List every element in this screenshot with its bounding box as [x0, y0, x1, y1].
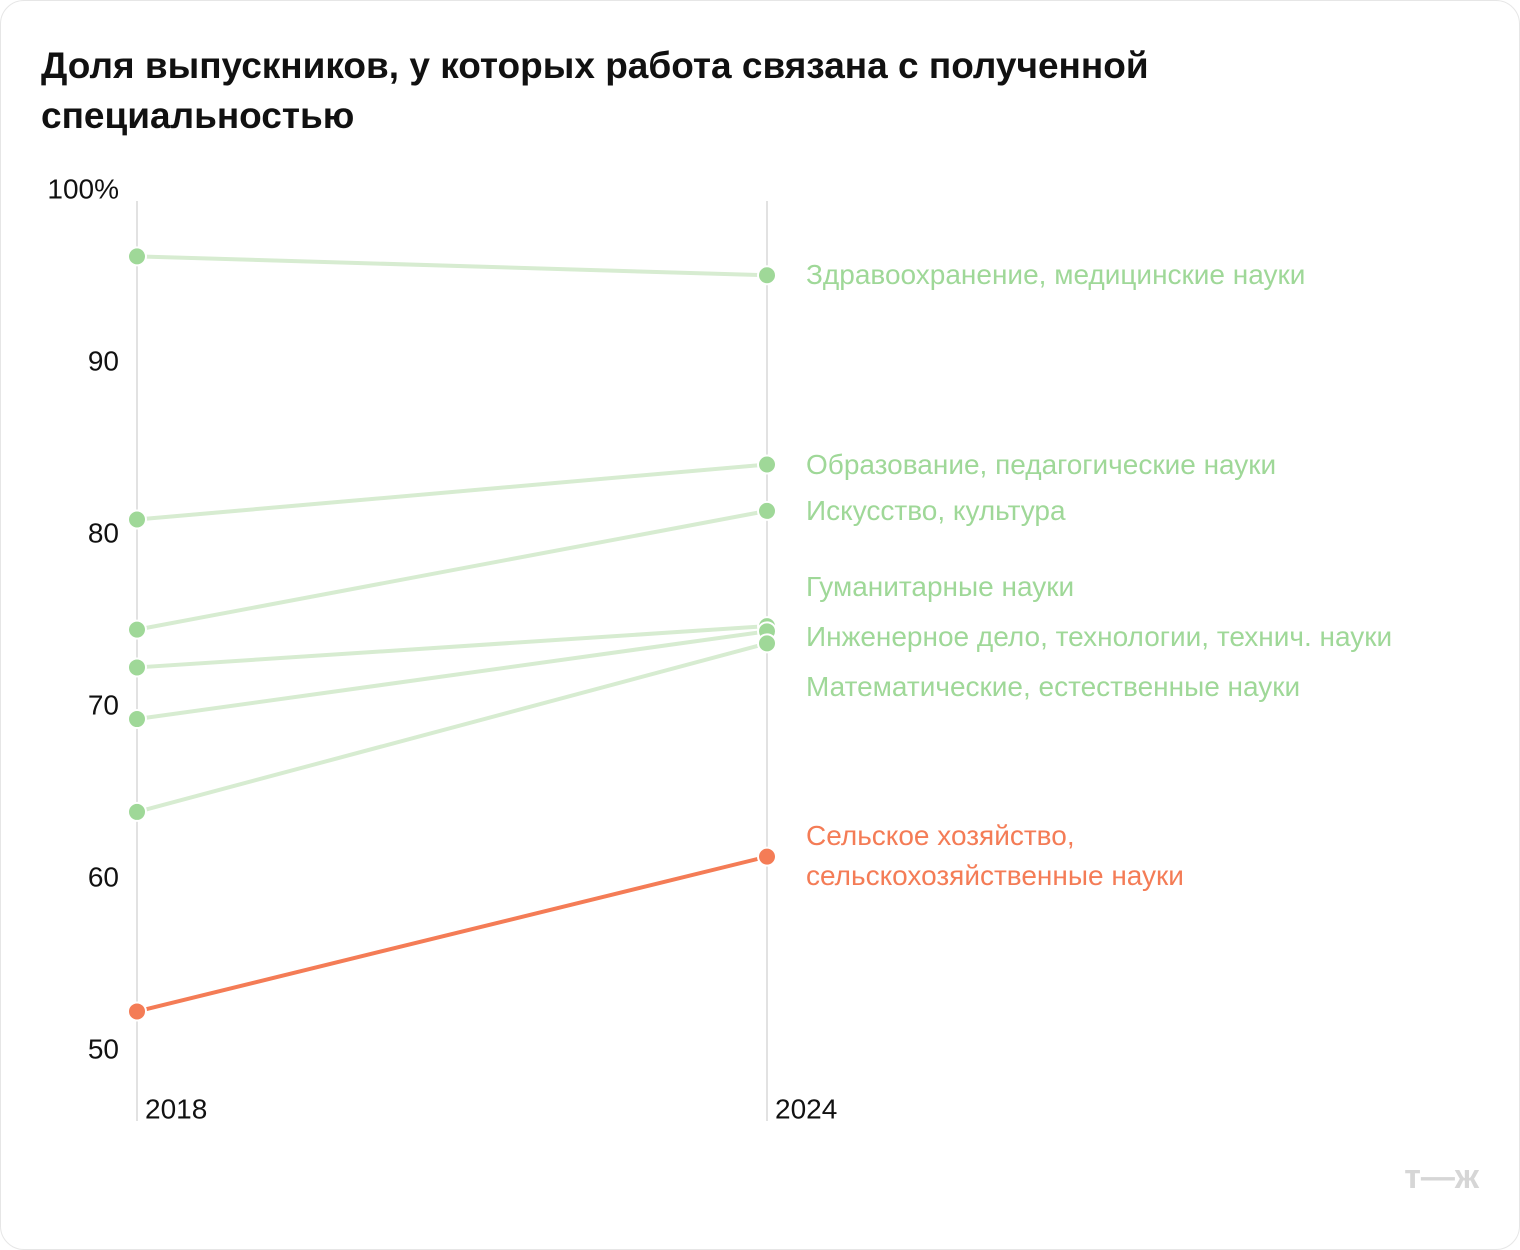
point — [757, 633, 777, 654]
point — [127, 657, 147, 678]
y-tick-label: 90 — [88, 345, 119, 376]
point — [127, 246, 147, 267]
slope-line — [136, 254, 768, 278]
series-label: Здравоохранение, медицинские науки — [806, 259, 1306, 290]
y-tick-label: 70 — [88, 689, 119, 720]
slope-line — [136, 508, 768, 632]
point — [127, 509, 147, 530]
x-tick-label: 2018 — [145, 1093, 207, 1124]
slope-line — [136, 462, 768, 522]
series-label: Образование, педагогические науки — [806, 449, 1277, 480]
slope-line — [136, 854, 768, 1014]
point — [757, 265, 777, 286]
series-label: Искусство, культура — [806, 495, 1066, 526]
y-tick-label: 100% — [47, 173, 119, 204]
series-label: Математические, естественные науки — [806, 671, 1301, 702]
point — [127, 1001, 147, 1022]
slope-line — [136, 641, 768, 814]
y-tick-label: 60 — [88, 861, 119, 892]
point — [127, 709, 147, 730]
point — [127, 619, 147, 640]
x-tick-label: 2024 — [775, 1093, 837, 1124]
series-label: Инженерное дело, технологии, технич. нау… — [806, 621, 1393, 652]
point — [127, 801, 147, 822]
y-tick-label: 80 — [88, 517, 119, 548]
point — [757, 846, 777, 867]
y-tick-label: 50 — [88, 1033, 119, 1064]
point — [757, 500, 777, 521]
series-label: Сельское хозяйство, сельскохозяйственные… — [806, 820, 1184, 891]
slope-line — [136, 629, 768, 722]
chart-title: Доля выпускников, у которых работа связа… — [41, 45, 1149, 136]
slope-line — [136, 624, 768, 670]
point — [757, 454, 777, 475]
series-label: Гуманитарные науки — [806, 571, 1075, 602]
logo: т—ж — [1404, 1158, 1479, 1196]
